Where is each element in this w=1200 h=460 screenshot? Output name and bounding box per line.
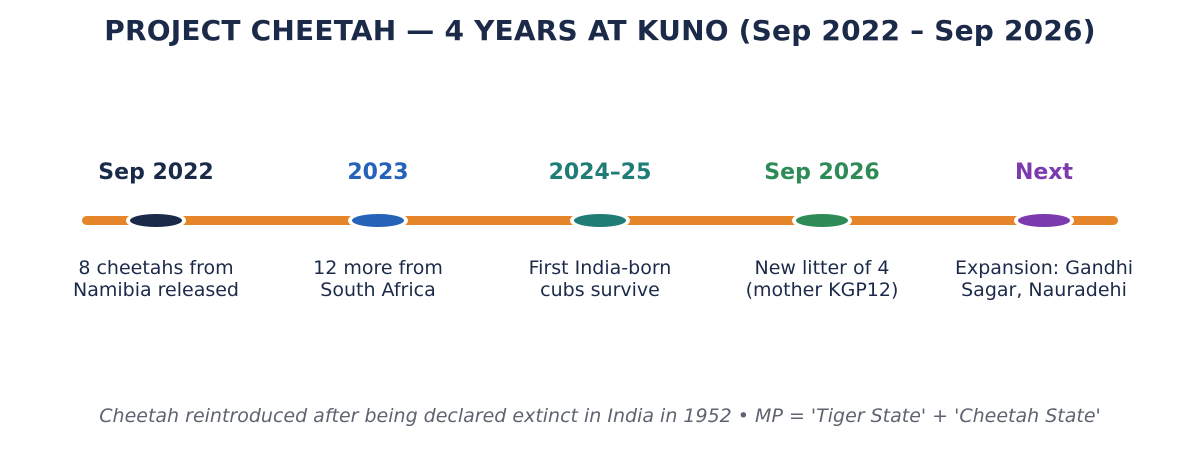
- milestone-dot: [348, 210, 408, 231]
- milestone-dot: [792, 210, 852, 231]
- milestone-2023: 2023 12 more from South Africa: [263, 0, 493, 460]
- milestone-dot: [1014, 210, 1074, 231]
- milestone-description: 12 more from South Africa: [263, 257, 493, 301]
- milestone-description-line: Sagar, Nauradehi: [961, 279, 1127, 301]
- milestone-description-line: Expansion: Gandhi: [954, 257, 1134, 279]
- page-title: PROJECT CHEETAH — 4 YEARS AT KUNO (Sep 2…: [104, 14, 1096, 47]
- milestone-description-line: 8 cheetahs from: [78, 257, 234, 279]
- milestone-description: Expansion: Gandhi Sagar, Nauradehi: [929, 257, 1159, 301]
- milestone-description: First India-born cubs survive: [485, 257, 715, 301]
- milestone-next: Next Expansion: Gandhi Sagar, Nauradehi: [929, 0, 1159, 460]
- milestone-dot: [126, 210, 186, 231]
- milestone-date: 2024–25: [548, 160, 652, 185]
- milestone-date: 2023: [347, 160, 409, 185]
- milestone-date: Sep 2022: [98, 160, 214, 185]
- milestone-description-line: New litter of 4: [754, 257, 890, 279]
- milestone-description-line: 12 more from: [313, 257, 443, 279]
- milestone-sep-2026: Sep 2026 New litter of 4 (mother KGP12): [707, 0, 937, 460]
- milestone-description-line: First India-born: [528, 257, 672, 279]
- milestone-date: Next: [1014, 160, 1074, 185]
- milestone-description-line: cubs survive: [540, 279, 660, 301]
- milestone-description-line: South Africa: [320, 279, 436, 301]
- milestone-2024-25: 2024–25 First India-born cubs survive: [485, 0, 715, 460]
- milestone-sep-2022: Sep 2022 8 cheetahs from Namibia release…: [41, 0, 271, 460]
- footer-note: Cheetah reintroduced after being declare…: [99, 405, 1101, 427]
- milestone-description-line: Namibia released: [72, 279, 239, 301]
- milestone-description-line: (mother KGP12): [745, 279, 899, 301]
- milestone-dot: [570, 210, 630, 231]
- milestone-date: Sep 2026: [764, 160, 880, 185]
- milestone-description: New litter of 4 (mother KGP12): [707, 257, 937, 301]
- milestone-description: 8 cheetahs from Namibia released: [41, 257, 271, 301]
